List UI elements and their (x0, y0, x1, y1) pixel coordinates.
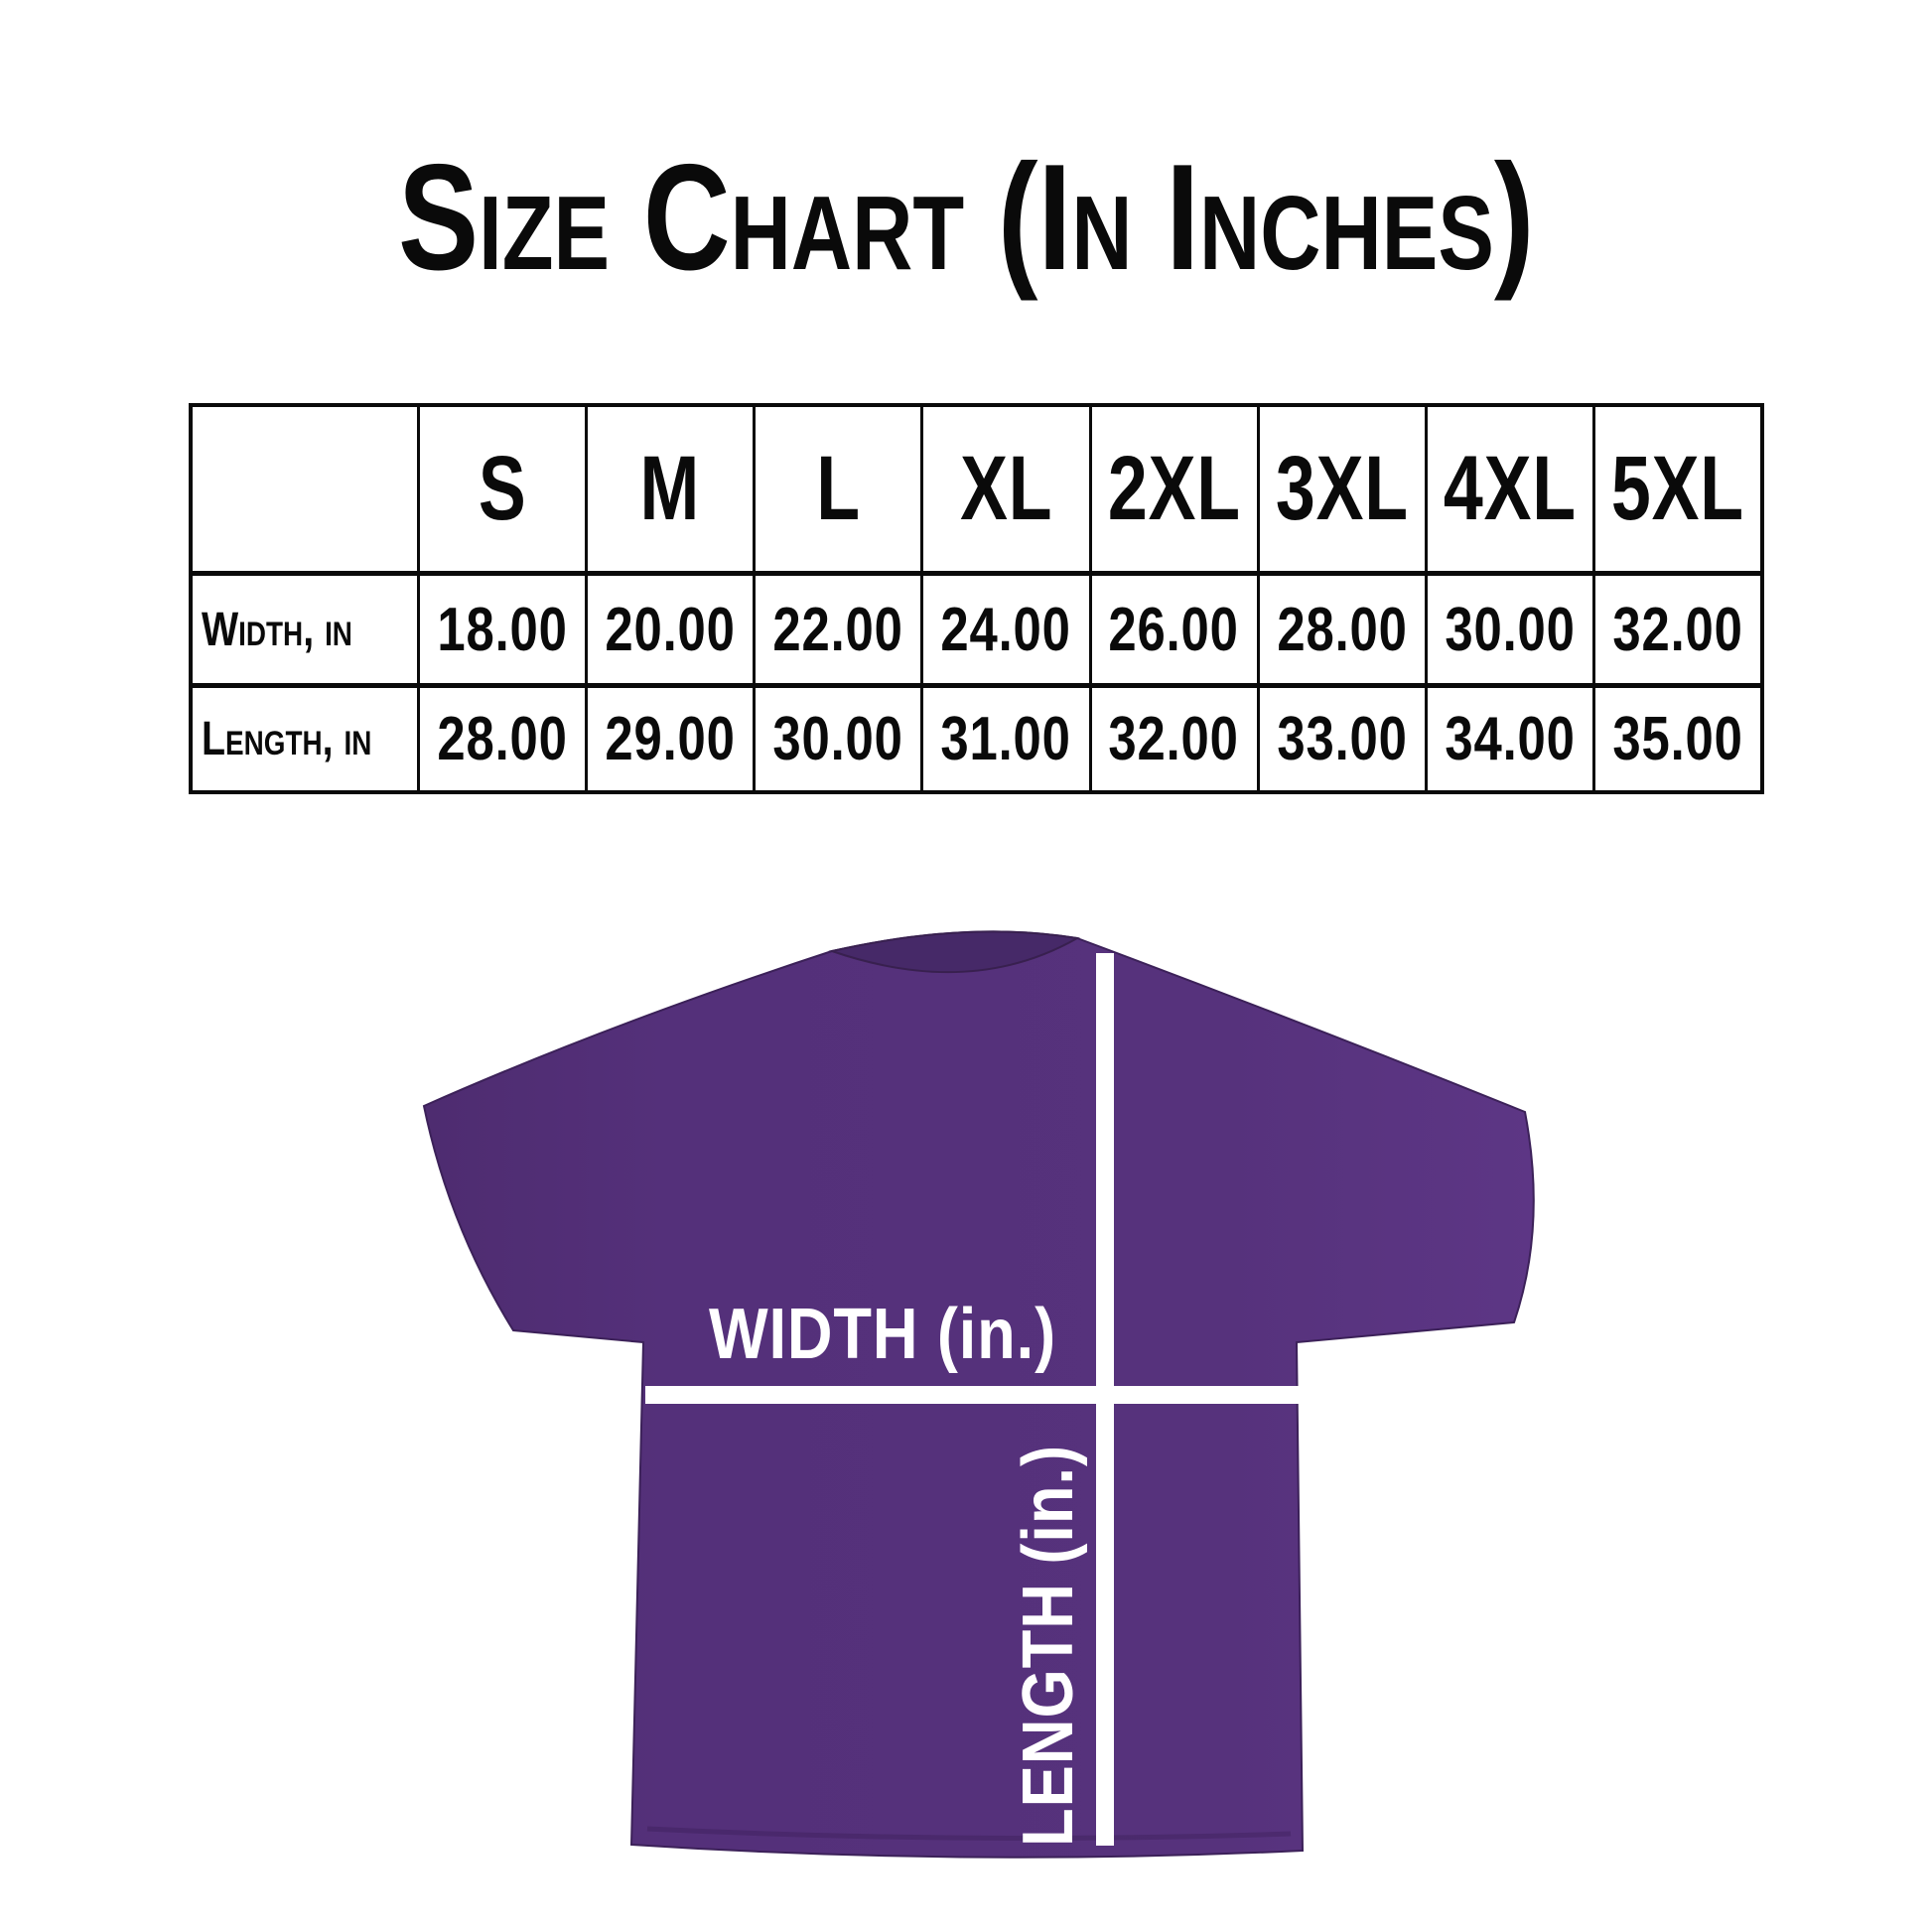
row-label-width: Width, in (193, 571, 417, 683)
length-value: 28.00 (437, 705, 568, 773)
width-line (645, 1386, 1301, 1404)
width-value-cell: 30.00 (1424, 571, 1592, 683)
size-column-header: 5XL (1591, 407, 1760, 571)
length-value-cell: 32.00 (1088, 683, 1257, 790)
width-label: WIDTH (in.) (709, 1295, 1056, 1374)
length-value-cell: 31.00 (920, 683, 1089, 790)
length-label: LENGTH (in.) (1009, 1445, 1088, 1847)
size-table: S M L XL 2XL 3XL 4XL 5XL Width, in 18.00… (189, 403, 1764, 794)
width-value-cell: 26.00 (1088, 571, 1257, 683)
size-column-header: M (585, 407, 753, 571)
size-header-label: 5XL (1610, 438, 1744, 539)
length-value: 30.00 (772, 705, 903, 773)
width-value-cell: 24.00 (920, 571, 1089, 683)
length-value: 29.00 (605, 705, 736, 773)
size-column-header: 4XL (1424, 407, 1592, 571)
hem-shadow (646, 1826, 1292, 1841)
length-value: 32.00 (1108, 705, 1240, 773)
size-header-label: M (639, 438, 701, 539)
page-title: Size Chart (In Inches) (0, 127, 1932, 308)
length-value-cell: 35.00 (1591, 683, 1760, 790)
length-value: 34.00 (1445, 705, 1576, 773)
page-title-text: Size Chart (In Inches) (397, 133, 1535, 302)
length-value: 35.00 (1612, 705, 1743, 773)
width-value: 22.00 (772, 595, 903, 664)
width-value: 30.00 (1445, 595, 1576, 664)
width-value-cell: 28.00 (1256, 571, 1425, 683)
width-value-cell: 18.00 (417, 571, 586, 683)
size-header-label: S (478, 438, 527, 539)
width-value-cell: 20.00 (585, 571, 754, 683)
length-value-cell: 29.00 (585, 683, 754, 790)
width-value-cell: 22.00 (753, 571, 921, 683)
length-value: 33.00 (1277, 705, 1408, 773)
width-value: 32.00 (1612, 595, 1743, 664)
collar (828, 930, 1080, 974)
width-value: 20.00 (605, 595, 736, 664)
width-value: 28.00 (1277, 595, 1408, 664)
row-label-text: Width, in (202, 603, 352, 656)
size-header-label: XL (959, 438, 1053, 539)
size-column-header: L (753, 407, 920, 571)
size-header-label: L (815, 438, 861, 539)
width-value: 18.00 (437, 595, 568, 664)
size-column-header: S (417, 407, 585, 571)
size-header-label: 2XL (1107, 438, 1241, 539)
length-value: 31.00 (940, 705, 1072, 773)
size-header-label: 4XL (1443, 438, 1577, 539)
size-column-header: 3XL (1256, 407, 1425, 571)
width-value: 26.00 (1108, 595, 1240, 664)
size-header-label: 3XL (1275, 438, 1409, 539)
length-value-cell: 28.00 (417, 683, 586, 790)
width-value-cell: 32.00 (1591, 571, 1760, 683)
length-value-cell: 30.00 (753, 683, 921, 790)
size-column-header: XL (920, 407, 1088, 571)
size-column-header: 2XL (1088, 407, 1257, 571)
row-label-text: Length, in (202, 713, 372, 765)
length-value-cell: 33.00 (1256, 683, 1425, 790)
row-label-length: Length, in (193, 683, 417, 790)
width-value: 24.00 (940, 595, 1072, 664)
length-line (1096, 953, 1114, 1846)
length-value-cell: 34.00 (1424, 683, 1592, 790)
